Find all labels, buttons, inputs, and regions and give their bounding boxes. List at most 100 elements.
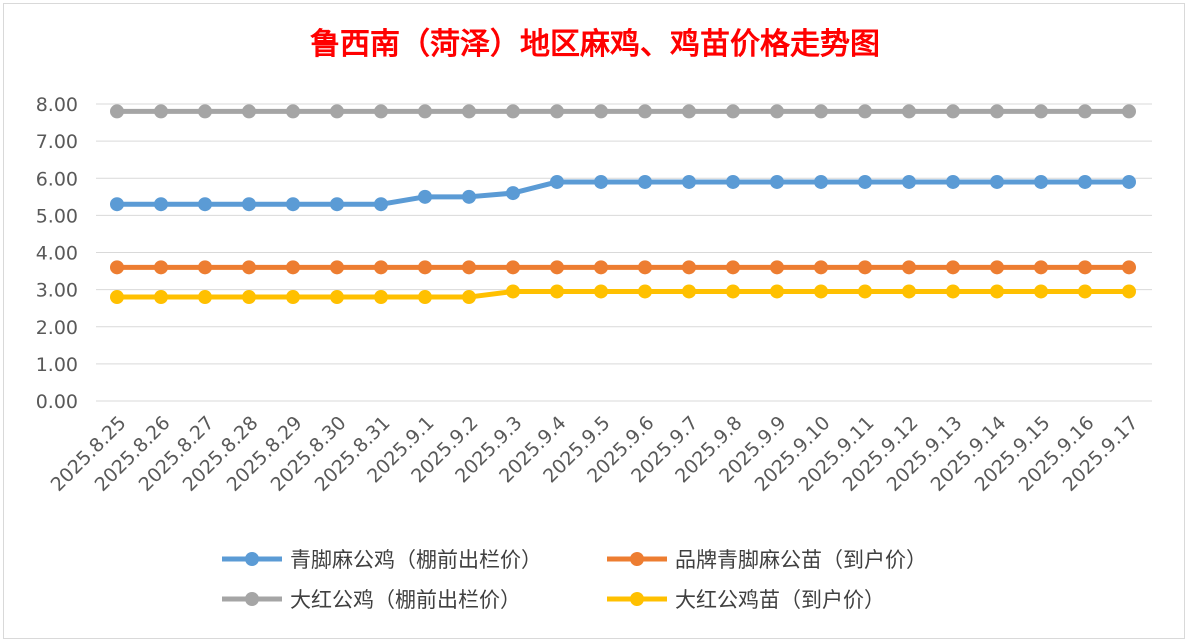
data-point <box>1034 174 1048 189</box>
data-point <box>1078 284 1092 299</box>
data-point <box>418 189 432 204</box>
data-point <box>154 260 168 275</box>
data-point <box>990 104 1004 119</box>
legend-label: 青脚麻公鸡（棚前出栏价） <box>290 548 542 572</box>
data-point <box>638 260 652 275</box>
data-point <box>462 260 476 275</box>
data-point <box>550 174 564 189</box>
data-point <box>858 104 872 119</box>
y-tick-label: 4.00 <box>36 243 78 265</box>
data-point <box>1122 260 1136 275</box>
data-point <box>198 197 212 212</box>
data-point <box>154 104 168 119</box>
data-point <box>374 260 388 275</box>
data-point <box>770 174 784 189</box>
data-point <box>1078 260 1092 275</box>
y-tick-label: 0.00 <box>36 391 78 413</box>
data-point <box>374 197 388 212</box>
data-point <box>814 284 828 299</box>
data-point <box>286 260 300 275</box>
data-point <box>374 104 388 119</box>
data-point <box>814 104 828 119</box>
data-point <box>990 174 1004 189</box>
data-point <box>594 104 608 119</box>
data-point <box>902 174 916 189</box>
data-point <box>946 104 960 119</box>
legend-label: 大红公鸡苗（到户价） <box>675 588 885 612</box>
data-point <box>198 290 212 305</box>
data-point <box>594 260 608 275</box>
data-point <box>110 104 124 119</box>
y-axis-ticks: 0.00 1.00 2.00 3.00 4.00 5.00 6.00 7.00 8.00 <box>36 94 78 413</box>
data-point <box>242 290 256 305</box>
series-group <box>110 104 1136 305</box>
y-tick-label: 8.00 <box>36 94 78 116</box>
data-point <box>1034 104 1048 119</box>
series-line <box>114 179 1132 207</box>
y-tick-label: 2.00 <box>36 317 78 339</box>
data-point <box>154 290 168 305</box>
data-point <box>110 197 124 212</box>
data-point <box>902 284 916 299</box>
legend: 青脚麻公鸡（棚前出栏价） 品牌青脚麻公苗（到户价） 大红公鸡（棚前出栏价） 大红公鸡苗… <box>222 548 927 612</box>
data-point <box>550 284 564 299</box>
y-tick-label: 6.00 <box>36 168 78 190</box>
data-point <box>682 104 696 119</box>
data-point <box>682 174 696 189</box>
y-tick-label: 7.00 <box>36 131 78 153</box>
data-point <box>990 260 1004 275</box>
data-point <box>330 197 344 212</box>
data-point <box>638 174 652 189</box>
data-point <box>506 186 520 201</box>
legend-swatch-marker <box>630 552 644 566</box>
data-point <box>770 104 784 119</box>
data-point <box>418 104 432 119</box>
data-point <box>770 284 784 299</box>
data-point <box>814 174 828 189</box>
data-point <box>1122 284 1136 299</box>
data-point <box>198 104 212 119</box>
data-point <box>286 290 300 305</box>
data-point <box>858 260 872 275</box>
data-point <box>110 260 124 275</box>
data-point <box>858 284 872 299</box>
data-point <box>242 260 256 275</box>
data-point <box>1078 174 1092 189</box>
data-point <box>726 104 740 119</box>
data-point <box>330 260 344 275</box>
data-point <box>550 260 564 275</box>
data-point <box>506 260 520 275</box>
data-point <box>594 284 608 299</box>
data-point <box>638 284 652 299</box>
data-point <box>726 284 740 299</box>
y-tick-label: 5.00 <box>36 205 78 227</box>
data-point <box>946 284 960 299</box>
series-line <box>114 288 1132 300</box>
legend-swatch-marker <box>245 552 259 566</box>
data-point <box>726 174 740 189</box>
data-point <box>1122 174 1136 189</box>
y-tick-label: 3.00 <box>36 280 78 302</box>
data-point <box>594 174 608 189</box>
data-point <box>946 174 960 189</box>
data-point <box>330 290 344 305</box>
data-point <box>638 104 652 119</box>
chart-title: 鲁西南（菏泽）地区麻鸡、鸡苗价格走势图 <box>310 27 880 62</box>
data-point <box>506 284 520 299</box>
x-axis-ticks: 2025.8.252025.8.262025.8.272025.8.282025… <box>47 412 1143 496</box>
data-point <box>242 197 256 212</box>
data-point <box>682 260 696 275</box>
data-point <box>110 290 124 305</box>
data-point <box>506 104 520 119</box>
legend-swatch-marker <box>245 592 259 606</box>
data-point <box>682 284 696 299</box>
data-point <box>1078 104 1092 119</box>
data-point <box>286 197 300 212</box>
data-point <box>418 260 432 275</box>
data-point <box>858 174 872 189</box>
legend-swatch-marker <box>630 592 644 606</box>
data-point <box>286 104 300 119</box>
data-point <box>462 104 476 119</box>
gridlines <box>96 103 1152 402</box>
